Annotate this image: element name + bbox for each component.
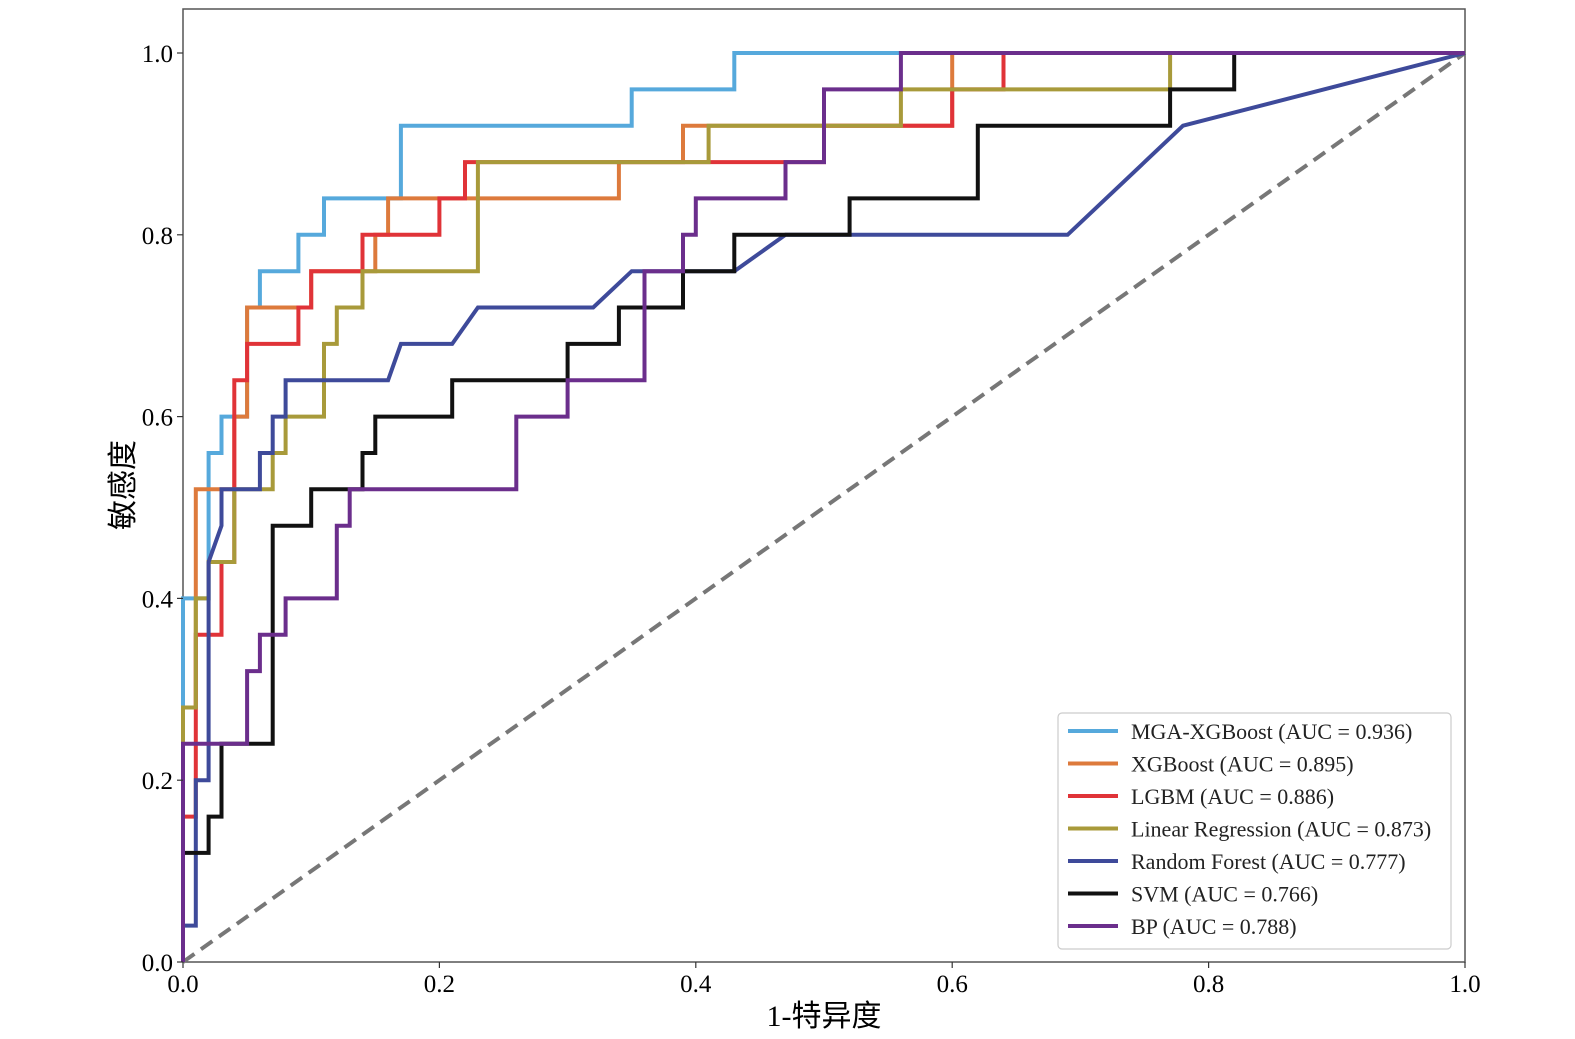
chance-diagonal-line — [181, 51, 1467, 964]
x-tick-label: 0.8 — [1193, 971, 1224, 998]
y-tick-label: 0.0 — [142, 950, 173, 977]
roc-series-6 — [181, 51, 1465, 962]
x-tick-label: 0.4 — [680, 971, 712, 998]
y-tick-label: 0.6 — [142, 405, 173, 432]
y-axis: 0.0 0.2 0.4 0.6 0.8 1.0 — [142, 41, 183, 977]
x-tick-label: 0.2 — [424, 971, 455, 998]
y-axis-title: 敏感度 — [107, 440, 140, 530]
x-tick-label: 1.0 — [1449, 971, 1480, 998]
legend-label: SVM (AUC = 0.766) — [1131, 882, 1318, 907]
x-tick-label: 0.0 — [167, 971, 198, 998]
y-tick-label: 1.0 — [142, 41, 173, 68]
roc-series-2 — [181, 51, 1465, 962]
y-tick-label: 0.8 — [142, 223, 173, 250]
x-tick-label: 0.6 — [937, 971, 968, 998]
x-axis: 0.0 0.2 0.4 0.6 0.8 1.0 — [167, 962, 1481, 998]
y-tick-label: 0.2 — [142, 768, 173, 795]
series-layer — [181, 51, 1466, 962]
legend-label: XGBoost (AUC = 0.895) — [1131, 752, 1354, 777]
legend: MGA-XGBoost (AUC = 0.936) XGBoost (AUC = … — [1057, 712, 1452, 950]
legend-label: BP (AUC = 0.788) — [1131, 914, 1297, 939]
x-axis-title: 1-特异度 — [767, 1000, 882, 1033]
legend-label: MGA-XGBoost (AUC = 0.936) — [1131, 719, 1412, 744]
reference-layer — [181, 51, 1467, 964]
legend-label: Random Forest (AUC = 0.777) — [1131, 849, 1406, 874]
legend-label: Linear Regression (AUC = 0.873) — [1131, 817, 1431, 842]
plot-frame — [182, 8, 1466, 963]
legend-box — [1057, 712, 1452, 950]
legend-label: LGBM (AUC = 0.886) — [1131, 784, 1334, 809]
roc-series-0 — [181, 51, 1465, 962]
y-tick-label: 0.4 — [142, 586, 174, 613]
